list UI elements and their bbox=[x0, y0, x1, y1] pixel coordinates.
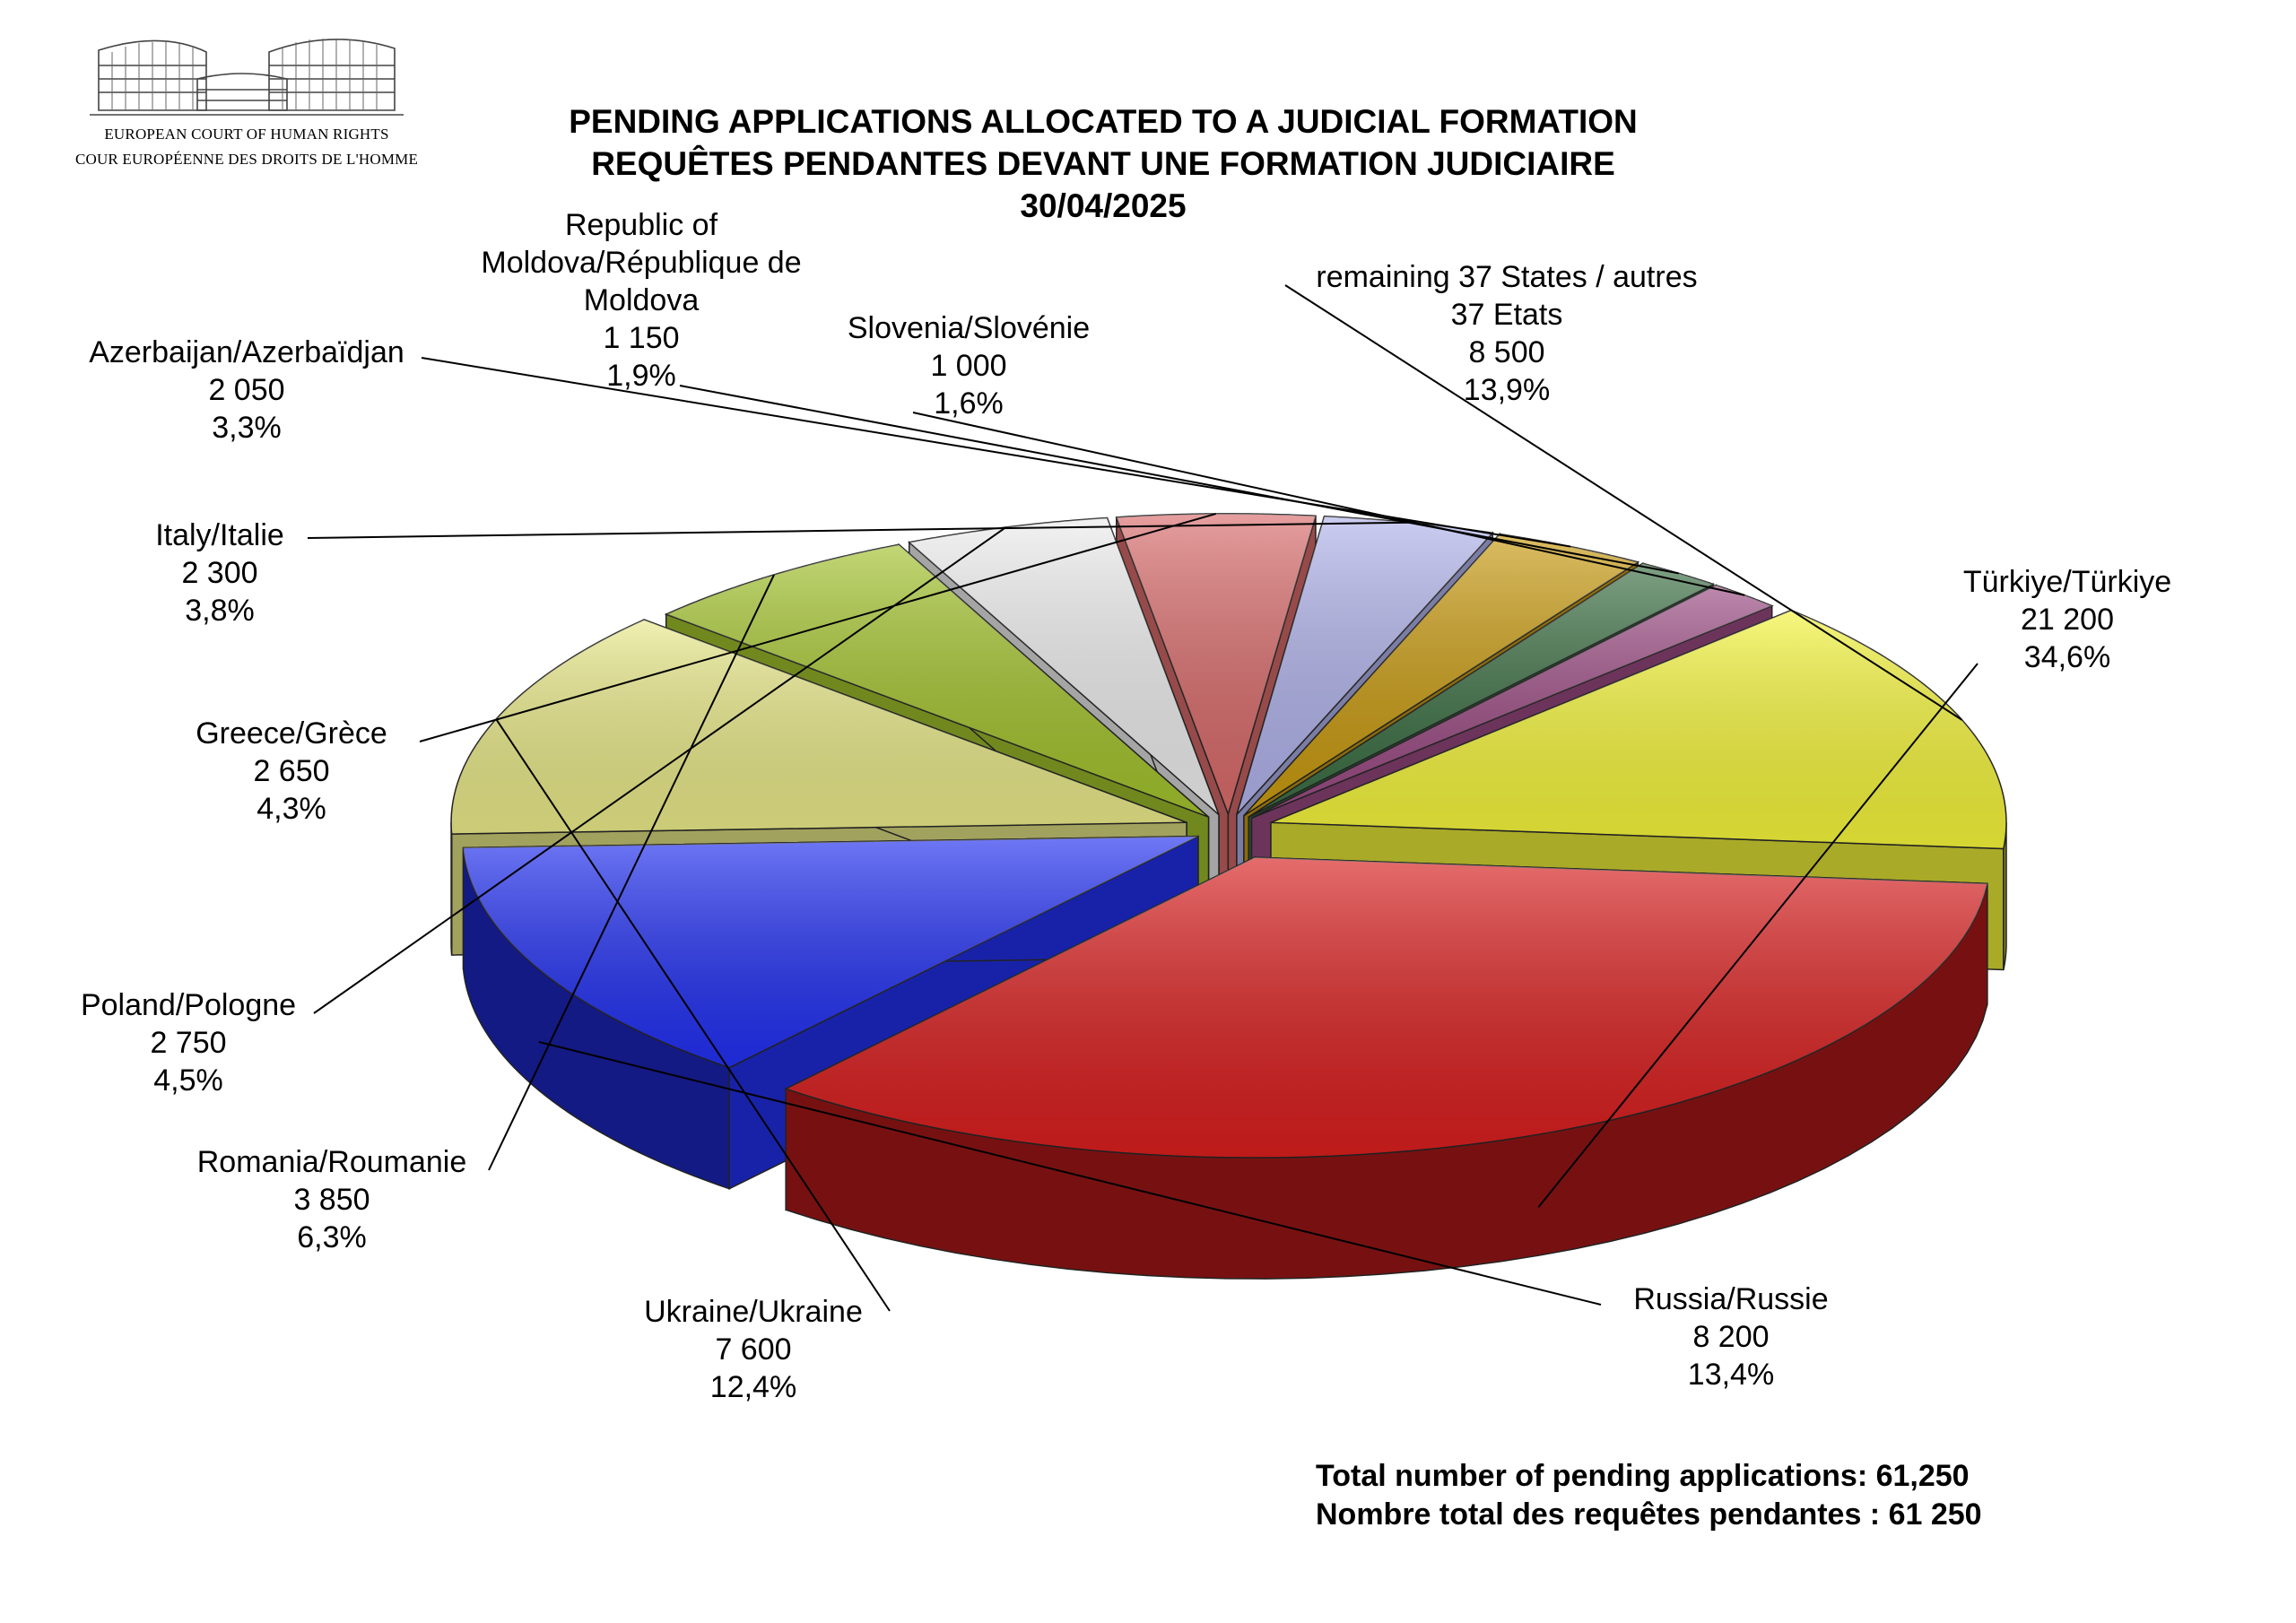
leader-remaining-37-states bbox=[1284, 284, 1963, 721]
label-percent: 4,5% bbox=[153, 1063, 223, 1098]
leader-ukraine bbox=[495, 718, 891, 1312]
label-russia: Russia/Russie 8 200 13,4% bbox=[1605, 1280, 1857, 1393]
leader-republic-of-moldova bbox=[679, 385, 1679, 575]
leader-greece bbox=[419, 512, 1217, 742]
label-name-1: Republic of bbox=[564, 208, 718, 242]
slice-t-rkiye bbox=[784, 855, 1988, 1280]
label-percent: 12,4% bbox=[709, 1370, 797, 1404]
label-value: 2 050 bbox=[208, 373, 285, 407]
label-percent: 3,3% bbox=[212, 411, 282, 445]
label-percent: 13,4% bbox=[1687, 1358, 1775, 1392]
label-name-2: Moldova/République de bbox=[481, 246, 802, 280]
label-percent: 6,3% bbox=[297, 1220, 367, 1254]
chart-date: 30/04/2025 bbox=[1020, 187, 1187, 224]
leader-slovenia bbox=[912, 412, 1745, 596]
label-value: 3 850 bbox=[293, 1183, 370, 1217]
label-greece: Greece/Grèce 2 650 4,3% bbox=[161, 715, 422, 828]
label-name-1: remaining 37 States / autres bbox=[1316, 260, 1698, 294]
leader-russia bbox=[538, 1041, 1602, 1306]
chart-title-block: PENDING APPLICATIONS ALLOCATED TO A JUDI… bbox=[422, 100, 1785, 227]
label-name: Azerbaijan/Azerbaïdjan bbox=[89, 335, 404, 369]
label-percent: 34,6% bbox=[2023, 640, 2111, 674]
chart-title: PENDING APPLICATIONS ALLOCATED TO A JUDI… bbox=[569, 103, 1638, 140]
leader-lines bbox=[307, 284, 1979, 1312]
label-turkiye: Türkiye/Türkiye 21 200 34,6% bbox=[1933, 563, 2202, 676]
label-value: 8 200 bbox=[1692, 1320, 1770, 1354]
total-fr: Nombre total des requêtes pendantes : 61… bbox=[1316, 1497, 1982, 1532]
chart-subtitle: REQUÊTES PENDANTES DEVANT UNE FORMATION … bbox=[591, 145, 1615, 182]
label-value: 2 750 bbox=[150, 1026, 227, 1060]
label-value: 1 000 bbox=[930, 349, 1007, 383]
label-poland: Poland/Pologne 2 750 4,5% bbox=[58, 986, 318, 1099]
label-value: 8 500 bbox=[1468, 335, 1545, 369]
label-remaining: remaining 37 States / autres 37 Etats 8 … bbox=[1292, 258, 1722, 409]
leader-italy bbox=[307, 521, 1410, 539]
label-name-2: 37 Etats bbox=[1450, 298, 1563, 332]
logo-text-fr: COUR EUROPÉENNE DES DROITS DE L'HOMME bbox=[74, 151, 419, 168]
label-value: 7 600 bbox=[715, 1332, 792, 1367]
label-name: Poland/Pologne bbox=[80, 988, 297, 1022]
label-value: 2 650 bbox=[253, 754, 330, 788]
label-name: Romania/Roumanie bbox=[196, 1145, 467, 1179]
pie-slices bbox=[450, 513, 2007, 1280]
label-name: Türkiye/Türkiye bbox=[1962, 565, 2172, 599]
label-percent: 1,9% bbox=[606, 359, 676, 393]
label-value: 2 300 bbox=[181, 556, 258, 590]
label-azerbaijan: Azerbaijan/Azerbaïdjan 2 050 3,3% bbox=[67, 334, 426, 447]
leader-t-rkiye bbox=[1537, 663, 1979, 1208]
court-building-icon bbox=[90, 39, 404, 116]
label-name: Slovenia/Slovénie bbox=[847, 311, 1091, 345]
echr-logo: EUROPEAN COURT OF HUMAN RIGHTS COUR EURO… bbox=[36, 25, 457, 182]
label-ukraine: Ukraine/Ukraine 7 600 12,4% bbox=[619, 1293, 888, 1406]
label-name: Greece/Grèce bbox=[196, 716, 387, 751]
label-percent: 13,9% bbox=[1463, 373, 1551, 407]
logo-text-en: EUROPEAN COURT OF HUMAN RIGHTS bbox=[104, 126, 389, 143]
label-percent: 3,8% bbox=[185, 594, 255, 628]
label-name: Italy/Italie bbox=[155, 518, 284, 552]
leader-poland bbox=[313, 526, 1007, 1014]
leader-romania bbox=[488, 574, 775, 1171]
label-percent: 1,6% bbox=[934, 386, 1004, 421]
label-value: 1 150 bbox=[603, 321, 680, 355]
total-en: Total number of pending applications: 61… bbox=[1316, 1459, 1970, 1493]
label-value: 21 200 bbox=[2021, 603, 2114, 637]
label-slovenia: Slovenia/Slovénie 1 000 1,6% bbox=[825, 309, 1112, 422]
label-name: Ukraine/Ukraine bbox=[644, 1295, 863, 1329]
label-moldova: Republic of Moldova/République de Moldov… bbox=[457, 206, 825, 395]
label-romania: Romania/Roumanie 3 850 6,3% bbox=[175, 1143, 489, 1256]
label-name: Russia/Russie bbox=[1633, 1282, 1829, 1316]
label-italy: Italy/Italie 2 300 3,8% bbox=[94, 516, 345, 629]
label-percent: 4,3% bbox=[257, 792, 326, 826]
label-name-3: Moldova bbox=[583, 283, 700, 317]
